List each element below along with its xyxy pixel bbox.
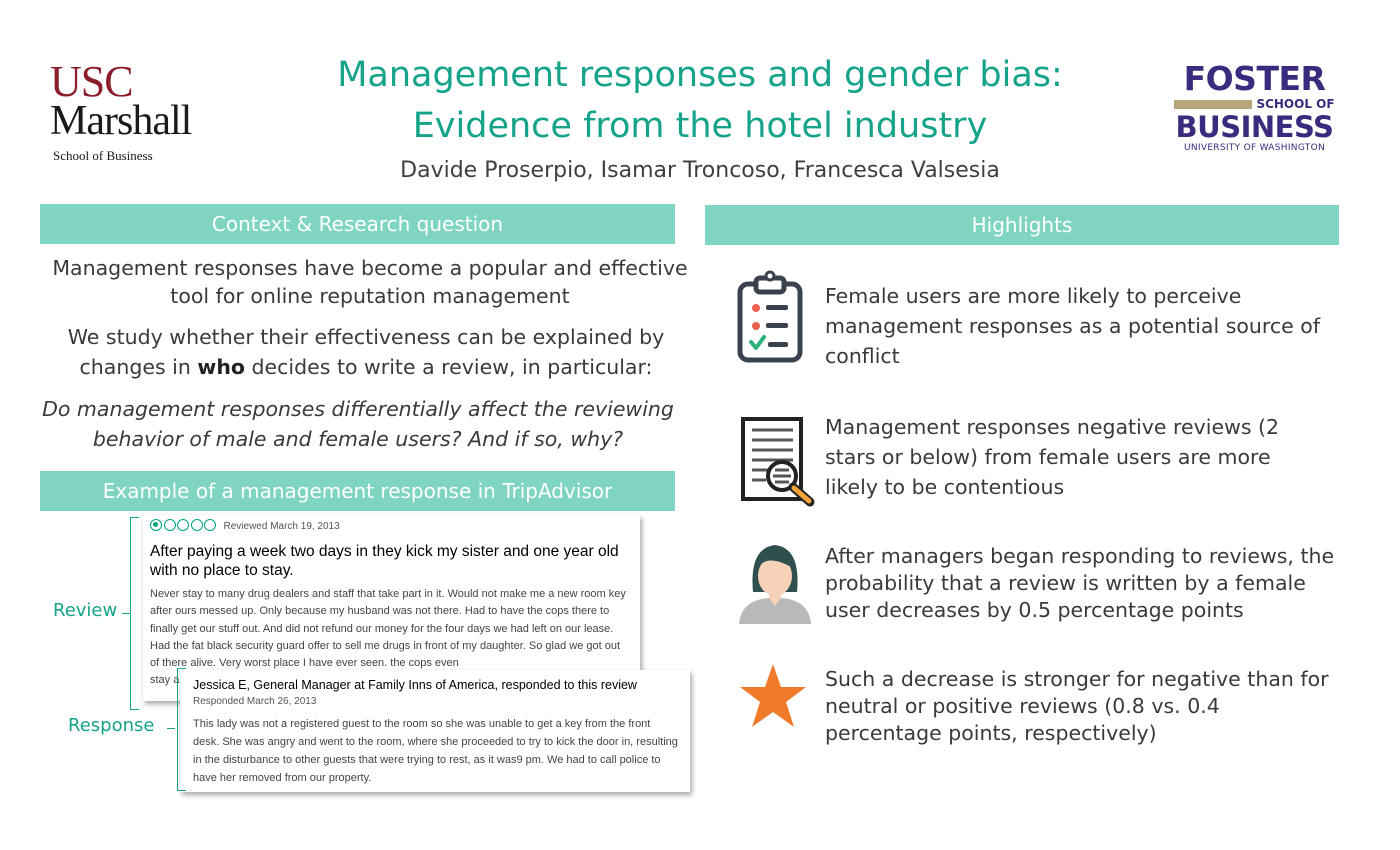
foster-logo-line2: SCHOOL OF — [1256, 97, 1335, 111]
rating-bubble — [150, 519, 162, 531]
foster-business-logo: FOSTER SCHOOL OF BUSINESS UNIVERSITY OF … — [1162, 62, 1347, 162]
response-brace-tick — [167, 728, 175, 729]
context-paragraph-2-end: decides to write a review, in particular… — [245, 355, 653, 379]
response-body: This lady was not a registered guest to … — [193, 718, 678, 784]
review-date: Reviewed March 19, 2013 — [223, 521, 340, 532]
poster-title-line1: Management responses and gender bias: — [337, 55, 1063, 95]
poster-title-line2: Evidence from the hotel industry — [412, 106, 988, 146]
highlight-item-4: Such a decrease is stronger for negative… — [825, 667, 1329, 745]
usc-marshall-logo: USC Marshall School of Business — [50, 57, 220, 172]
rating-bubble — [177, 519, 189, 531]
star-icon — [740, 664, 806, 727]
foster-logo-line4: UNIVERSITY OF WASHINGTON — [1183, 143, 1325, 153]
rating-bubbles — [150, 519, 218, 534]
response-brace — [177, 668, 186, 791]
foster-logo-line3: BUSINESS — [1175, 110, 1334, 144]
female-user-icon — [739, 545, 811, 624]
usc-logo-line1: USC — [50, 57, 134, 106]
response-screenshot: Jessica E, General Manager at Family Inn… — [180, 670, 690, 792]
example-section-header: Example of a management response in Trip… — [40, 471, 675, 511]
clipboard-checklist-icon — [737, 270, 803, 363]
response-date: Responded March 26, 2013 — [193, 696, 317, 707]
review-body: Never stay to many drug dealers and staf… — [150, 588, 626, 670]
rating-bubble — [204, 519, 216, 531]
highlight-item-3: After managers began responding to revie… — [825, 544, 1335, 622]
context-emphasis-who: who — [197, 355, 246, 379]
response-header: Jessica E, General Manager at Family Inn… — [193, 678, 637, 692]
review-label: Review — [53, 600, 118, 621]
foster-logo-line1: FOSTER — [1183, 59, 1326, 98]
rating-bubble — [163, 519, 176, 531]
rating-bubble — [190, 519, 203, 531]
review-title: After paying a week two days in they kic… — [150, 543, 619, 579]
context-paragraph-2: We study whether their effectiveness can… — [45, 322, 687, 382]
highlight-item-1: Female users are more likely to perceive… — [825, 284, 1321, 368]
context-section-header: Context & Research question — [40, 204, 675, 244]
usc-logo-line3: School of Business — [53, 148, 153, 163]
poster-title-block: Management responses and gender bias: Ev… — [300, 50, 1100, 183]
authors: Davide Proserpio, Isamar Troncoso, Franc… — [400, 158, 1000, 183]
review-brace-tick — [122, 613, 130, 614]
document-magnifier-icon — [741, 417, 815, 507]
review-body-tail: stay a — [150, 674, 180, 687]
foster-logo-bar — [1174, 99, 1253, 109]
usc-logo-line2: Marshall — [50, 98, 192, 144]
highlight-item-2: Management responses negative reviews (2… — [825, 415, 1280, 499]
response-label: Response — [68, 715, 155, 736]
review-rating-row: Reviewed March 19, 2013 — [150, 519, 632, 534]
context-paragraph-2-start: We study whether their effectiveness can… — [67, 325, 665, 379]
highlights-section-header: Highlights — [705, 205, 1339, 245]
research-question: Do management responses differentially a… — [42, 397, 674, 451]
context-paragraph-1: Management responses have become a popul… — [52, 256, 688, 308]
review-brace — [130, 517, 139, 710]
